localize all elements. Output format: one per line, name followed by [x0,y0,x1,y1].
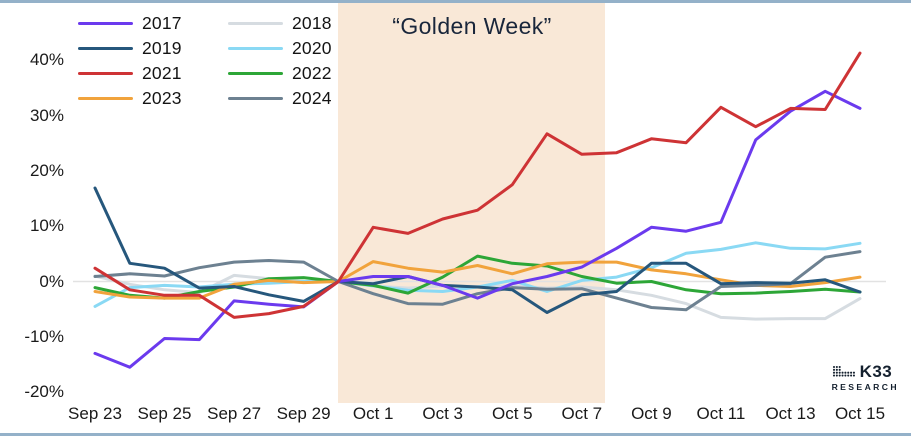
legend-item-2018: 2018 [228,12,332,33]
legend-label: 2018 [292,12,332,33]
k33-research-logo: K33 RESEARCH [832,363,899,392]
legend-label: 2021 [142,62,182,83]
legend-item-2024: 2024 [228,87,332,108]
chart-legend: 2017 2019 2021 2023 2018 2020 2022 2024 [78,11,332,111]
y-tick-label: 40% [29,50,64,70]
legend-item-2022: 2022 [228,62,332,83]
series-line-2017 [93,89,862,369]
legend-item-2020: 2020 [228,37,332,58]
legend-label: 2022 [292,62,332,83]
y-tick-label: 30% [29,105,64,125]
y-tick-label: 10% [29,216,64,236]
x-tick-label: Oct 15 [834,404,886,423]
series-line-2021 [93,51,862,319]
x-tick-label: Oct 1 [352,404,394,423]
legend-swatch-2017 [78,21,133,26]
x-tick-label: Sep 27 [207,404,262,423]
card-bottom-border [0,433,911,436]
x-tick-label: Sep 25 [137,404,192,423]
x-tick-label: Oct 9 [631,404,672,423]
series-line-2024 [93,250,862,312]
legend-item-2017: 2017 [78,12,228,33]
series-line-2022 [93,254,862,300]
golden-week-band [338,3,605,403]
legend-swatch-2019 [78,46,133,51]
x-tick-label: Oct 7 [561,404,603,423]
x-tick-label: Oct 3 [422,404,463,423]
card-top-border [0,0,911,3]
series-line-2019 [93,186,862,314]
y-tick-label: 0% [39,271,64,291]
logo-brand-text: K33 [859,362,893,381]
legend-label: 2017 [142,12,182,33]
legend-item-2021: 2021 [78,62,228,83]
y-tick-label: 20% [29,160,64,180]
legend-swatch-2020 [228,46,283,51]
legend-label: 2019 [142,37,182,58]
legend-swatch-2022 [228,71,283,76]
x-tick-label: Sep 29 [276,404,331,423]
x-tick-label: Oct 13 [765,404,816,423]
x-tick-label: Oct 5 [491,404,533,423]
x-tick-label: Sep 23 [68,404,122,423]
legend-label: 2024 [292,87,332,108]
legend-label: 2023 [142,87,182,108]
x-tick-label: Oct 11 [696,404,746,423]
chart-title: “Golden Week” [392,13,552,39]
legend-item-2019: 2019 [78,37,228,58]
k33-logo-dots-icon [832,365,855,377]
legend-swatch-2021 [78,71,133,76]
legend-swatch-2024 [228,96,283,101]
legend-label: 2020 [292,37,332,58]
y-tick-label: -20% [24,382,64,402]
series-line-2023 [93,260,862,300]
logo-sub-text: RESEARCH [831,382,899,392]
legend-swatch-2023 [78,96,133,101]
legend-swatch-2018 [228,21,283,26]
legend-item-2023: 2023 [78,87,228,108]
y-tick-label: -10% [24,326,64,346]
